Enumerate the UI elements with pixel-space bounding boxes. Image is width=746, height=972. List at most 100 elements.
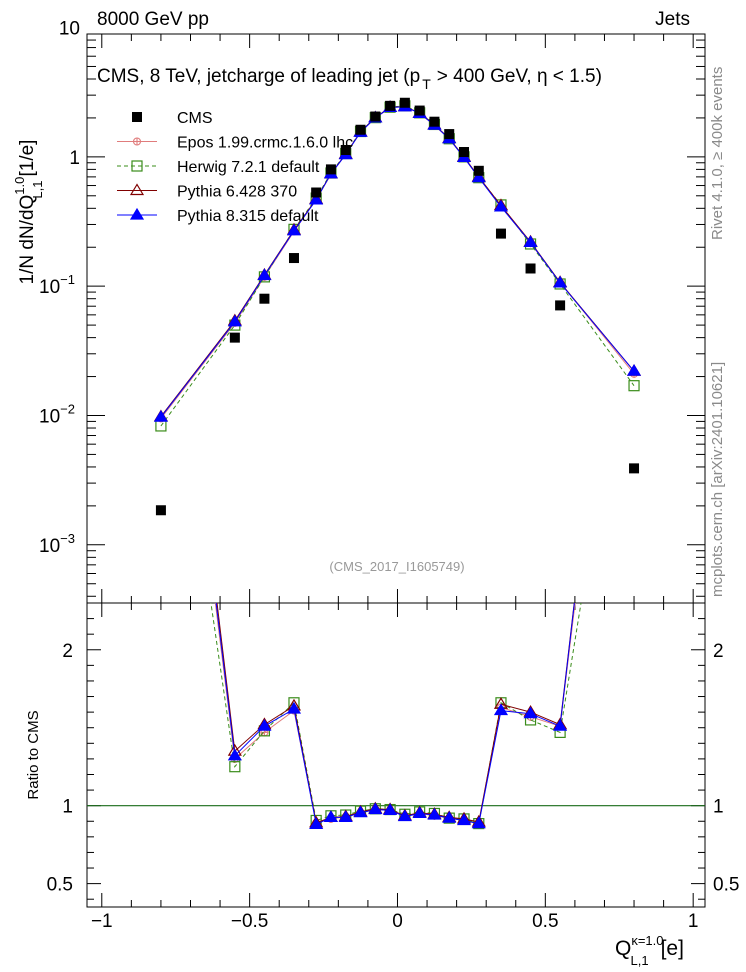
data-point	[553, 275, 568, 288]
ratio-tick-label-right: 0.5	[713, 875, 739, 896]
ratio-point	[442, 810, 457, 823]
ratio-point	[471, 816, 486, 829]
ratio-tick-label-left: 2	[62, 641, 73, 662]
ratio-point	[229, 761, 241, 773]
ratio-point	[309, 817, 324, 829]
legend-label: Pythia 8.315 default	[177, 208, 319, 225]
ratio-line	[215, 603, 575, 826]
data-point	[523, 235, 538, 248]
data-point	[355, 124, 366, 135]
svg-text:1/N dN/dQ1.0L,1[1/e]: 1/N dN/dQ1.0 L,1 [1/e]	[12, 140, 45, 285]
chart-title-sub: T	[422, 76, 431, 92]
ratio-point	[553, 718, 568, 731]
ratio-point	[338, 810, 353, 822]
data-point	[414, 105, 425, 116]
x-tick-label: 0	[392, 911, 403, 932]
ratio-point	[427, 807, 442, 820]
data-point	[257, 268, 272, 281]
y-axis-ratio-label: Ratio to CMS	[25, 710, 42, 799]
ylabel-unit-text: [1/e]	[17, 140, 38, 177]
data-point	[227, 314, 242, 327]
y-tick-label: 10	[59, 19, 80, 40]
legend-entry: Herwig 7.2.1 default	[117, 159, 320, 176]
axis-ticks: −1 −0.5 0 0.5 1 10 1 10−1 10−2 10−3 2 2 1 1 0.5 0.5	[39, 19, 739, 932]
xlabel-unit-text: [e]	[661, 937, 684, 960]
data-point	[155, 505, 166, 516]
x-axis-label: Qκ=1.0 L,1 [e]	[615, 933, 684, 968]
ratio-point	[323, 810, 339, 822]
data-point	[385, 100, 396, 111]
x-tick-label: −1	[91, 911, 113, 932]
data-point	[399, 97, 410, 108]
data-point	[471, 170, 486, 183]
data-point	[229, 332, 240, 343]
ratio-tick-label-left: 1	[62, 797, 73, 818]
ratio-line	[214, 603, 576, 825]
ratio-panel-series	[210, 603, 582, 830]
chart-title: CMS, 8 TeV, jetcharge of leading jet (p T…	[97, 66, 602, 92]
y-tick-label: 10−3	[39, 531, 75, 557]
data-point	[525, 263, 536, 274]
legend-label: CMS	[177, 110, 213, 127]
series-line	[160, 106, 635, 418]
ratio-point	[286, 701, 302, 714]
data-point	[628, 380, 640, 392]
ylabel-sup-text: 1.0	[12, 177, 27, 195]
ratio-point	[353, 805, 368, 818]
data-point	[495, 228, 506, 239]
data-series	[153, 97, 642, 830]
legend-marker	[132, 137, 142, 146]
chart-title-main: CMS, 8 TeV, jetcharge of leading jet (p	[97, 66, 420, 87]
data-point	[493, 199, 509, 212]
ratio-point	[368, 802, 383, 815]
legend-label: Herwig 7.2.1 default	[177, 159, 320, 176]
ratio-point	[412, 806, 427, 819]
series-line	[160, 105, 635, 417]
ratio-point	[493, 703, 509, 716]
data-point	[288, 253, 299, 264]
ylabel-main-text: 1/N dN/dQ	[17, 195, 38, 285]
legend-marker	[131, 160, 143, 172]
ratio-tick-label-left: 0.5	[47, 875, 73, 896]
x-tick-label: −0.5	[231, 911, 269, 932]
ratio-point	[523, 706, 538, 719]
data-point	[626, 364, 642, 376]
rivet-info-label: Rivet 4.1.0, ≥ 400k events	[709, 67, 726, 240]
ratio-series-pythia-8-315-default	[215, 603, 575, 829]
data-point	[311, 187, 322, 198]
ratio-panel-frame	[86, 602, 706, 908]
ratio-tick-label-right: 1	[713, 797, 724, 818]
data-point	[340, 144, 351, 155]
legend: CMS Epos 1.99.crmc.1.6.0 lhc Herwig 7.2.1 …	[117, 110, 353, 225]
legend-label: Epos 1.99.crmc.1.6.0 lhc	[177, 135, 353, 152]
ratio-series-epos-1-99-crmc-1-6-0-lhc	[214, 603, 576, 828]
y-tick-label: 1	[69, 148, 80, 169]
data-point	[473, 165, 484, 176]
data-point	[370, 111, 381, 122]
ratio-point	[257, 718, 272, 731]
header-energy-label: 8000 GeV pp	[97, 9, 209, 30]
ratio-point	[397, 809, 412, 822]
ratio-tick-label-right: 2	[713, 641, 724, 662]
y-axis-main-label: 1/N dN/dQ1.0 L,1 [1/e]	[12, 140, 45, 285]
y-tick-label: 10−1	[39, 272, 75, 298]
legend-label: Pythia 6.428 370	[177, 184, 297, 201]
data-point	[286, 223, 302, 236]
ratio-point	[383, 803, 398, 815]
legend-marker	[132, 112, 142, 122]
y-tick-label: 10−2	[39, 401, 75, 427]
series-line	[160, 105, 635, 419]
header-category-label: Jets	[655, 9, 690, 30]
data-point	[429, 116, 440, 127]
main-panel-series	[153, 97, 642, 516]
ylabel-sub-text: L,1	[30, 181, 45, 199]
data-point	[555, 300, 566, 311]
ratio-series-herwig-7-2-1-default	[210, 603, 582, 830]
data-point	[259, 293, 270, 304]
x-tick-label: 1	[688, 911, 699, 932]
ratio-point	[227, 748, 242, 761]
data-point	[325, 164, 336, 175]
ratio-line	[216, 603, 575, 824]
series-cms	[155, 97, 640, 516]
